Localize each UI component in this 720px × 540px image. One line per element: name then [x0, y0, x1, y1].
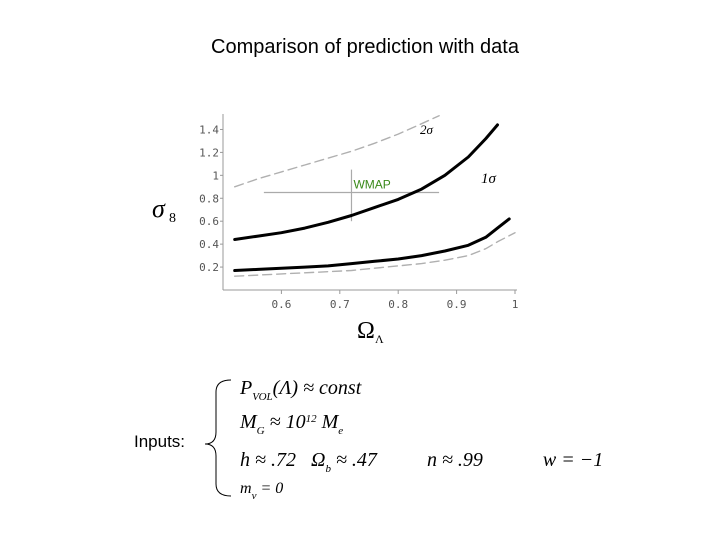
input-line-0: PVOL(Λ) ≈ const: [239, 377, 362, 403]
input-term: M: [239, 411, 258, 433]
series-line-1: [233, 123, 499, 241]
inputs-brace: [204, 379, 232, 497]
x-tick-label: 1: [512, 298, 519, 311]
x-axis-label-sub: Λ: [375, 332, 384, 346]
x-tick-label: 0.8: [388, 298, 408, 311]
y-tick-label: 0.4: [199, 238, 219, 251]
series-group: [233, 114, 516, 277]
input-term: n ≈ .99: [377, 449, 483, 471]
input-line-2: h ≈ .72 Ωb ≈ .47 n ≈ .99 w = −1: [240, 449, 603, 475]
axis-labels: 2σ 1σ σ 8 Ω Λ: [152, 122, 497, 346]
input-term: = 0: [256, 480, 283, 497]
y-tick-label: 0.6: [199, 215, 219, 228]
series-line-3: [233, 231, 516, 277]
wmap-marker: WMAP: [263, 169, 440, 222]
axis-ticks: 0.6 0.7 0.8 0.9 1 0.2 0.4 0.6 0.8 1 1.2 1.4: [199, 123, 518, 311]
y-tick-label: 0.8: [199, 192, 219, 205]
input-term: ≈ 10: [265, 411, 306, 433]
input-term: w = −1: [483, 449, 603, 471]
input-term: ν: [252, 490, 257, 502]
input-term: P: [239, 377, 252, 399]
wmap-label: WMAP: [353, 178, 390, 192]
y-tick-label: 0.2: [199, 261, 219, 274]
input-term: ≈ .47: [331, 449, 378, 471]
series-line-2: [233, 217, 511, 272]
input-term: (Λ) ≈ const: [273, 377, 362, 399]
series-line-0: [233, 114, 440, 188]
x-tick-label: 0.9: [447, 298, 467, 311]
input-term: m: [240, 480, 252, 497]
input-term: h ≈ .72: [240, 449, 296, 471]
y-tick-label: 1.4: [199, 123, 219, 136]
y-tick-label: 1.2: [199, 146, 219, 159]
y-tick-label: 1: [212, 169, 219, 182]
input-term: b: [325, 463, 331, 475]
contour-label-1sigma: 1σ: [481, 171, 497, 187]
inputs-label: Inputs:: [134, 432, 186, 451]
plot-frame: [222, 114, 517, 291]
input-term: e: [338, 425, 343, 437]
input-line-3: mν = 0: [240, 480, 283, 502]
input-line-1: MG ≈ 1012 Me: [239, 411, 343, 437]
y-axis-label: σ: [152, 194, 166, 223]
input-term: G: [257, 425, 265, 437]
chart-title: Comparison of prediction with data: [211, 36, 519, 58]
input-term: Ω: [296, 449, 325, 471]
y-axis-label-sub: 8: [169, 211, 176, 226]
input-term: 12: [306, 413, 318, 425]
x-tick-label: 0.6: [271, 298, 291, 311]
input-term: M: [317, 411, 340, 433]
x-axis-label: Ω: [357, 318, 375, 344]
x-tick-label: 0.7: [330, 298, 350, 311]
contour-label-2sigma: 2σ: [420, 122, 434, 137]
input-term: VOL: [252, 391, 272, 403]
